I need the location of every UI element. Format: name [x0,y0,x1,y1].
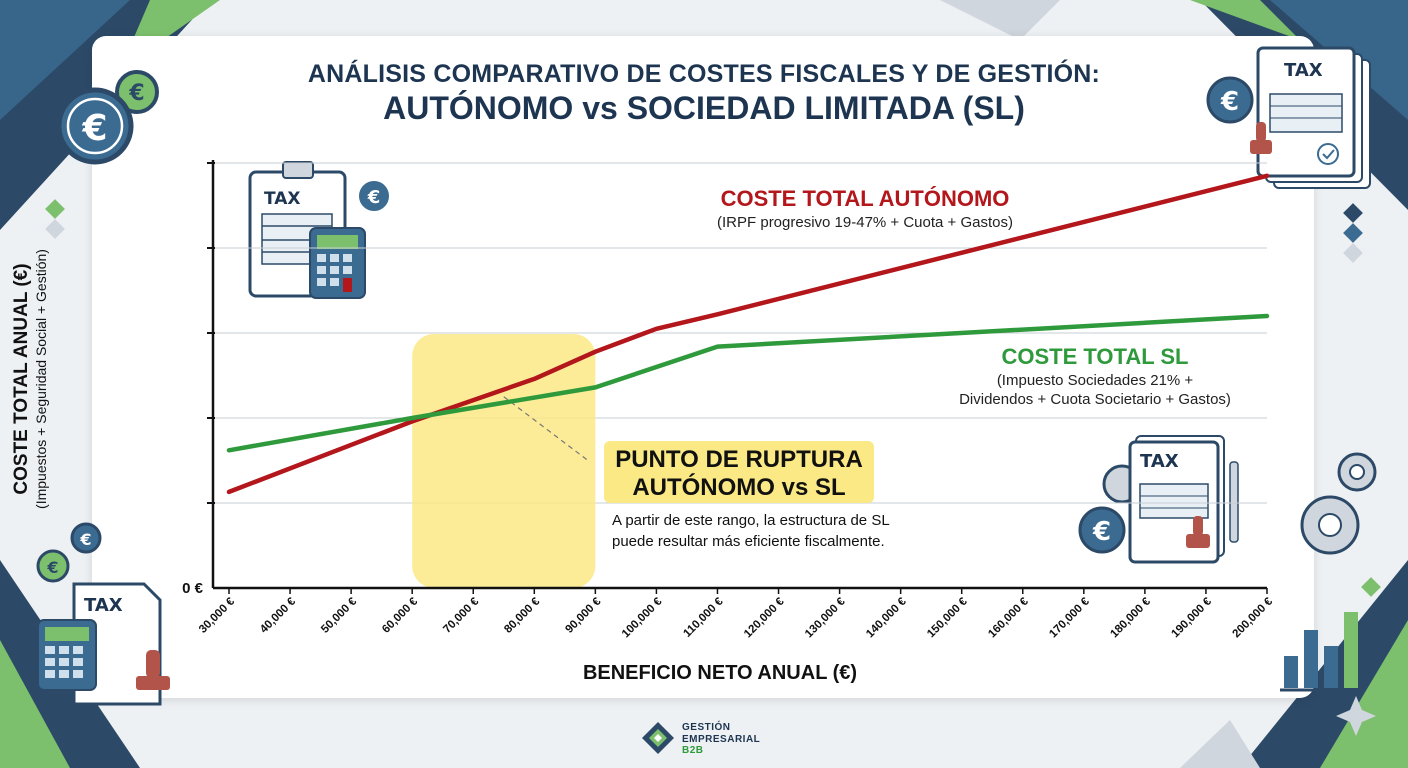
tax-gears-icon: TAX € [1078,435,1377,564]
x-tick-label: 120,000 € [742,595,787,640]
chart-gridlines [207,162,1267,504]
svg-text:€: € [1092,517,1111,547]
x-tick-label: 50,000 € [319,595,360,636]
footer-line-2: EMPRESARIAL [682,733,761,745]
x-tick-label: 150,000 € [925,595,970,640]
y-axis-subtitle: (Impuestos + Seguridad Social + Gestión) [33,249,49,509]
chart-axes [211,160,1268,594]
tax-calculator-icon: TAX € [248,161,391,299]
svg-text:€: € [367,187,381,208]
x-tick-label: 190,000 € [1169,595,1214,640]
x-tick-label: 170,000 € [1047,595,1092,640]
y-axis-title: COSTE TOTAL ANUAL (€) [11,263,32,495]
breakpoint-title-1: PUNTO DE RUPTURA [615,446,863,473]
footer-line-3: B2B [682,745,704,756]
svg-text:€: € [46,558,58,577]
sl-series-note-2: Dividendos + Cuota Societario + Gastos) [959,391,1231,408]
sl-series-note-1: (Impuesto Sociedades 21% + [996,372,1194,389]
x-tick-label: 40,000 € [258,595,299,636]
svg-text:€: € [128,81,144,106]
autonomo-series-label: COSTE TOTAL AUTÓNOMO [720,186,1010,211]
footer-line-1: GESTIÓN [682,722,731,733]
x-tick-label: 160,000 € [986,595,1031,640]
svg-text:€: € [81,108,107,149]
x-tick-label: 60,000 € [380,595,421,636]
footer-logo: GESTIÓN EMPRESARIAL B2B [640,720,760,760]
breakpoint-title-2: AUTÓNOMO vs SL [632,474,846,501]
svg-text:TAX: TAX [84,595,123,616]
y-zero-label: 0 € [182,580,204,597]
breakpoint-label-box [604,441,874,503]
x-tick-label: 200,000 € [1230,595,1275,640]
x-tick-label: 130,000 € [803,595,848,640]
breakpoint-pointer-line [503,396,591,463]
svg-text:€: € [1220,87,1239,117]
x-tick-label: 100,000 € [620,595,665,640]
title-line-2: AUTÓNOMO vs SOCIEDAD LIMITADA (SL) [383,90,1025,126]
svg-text:€: € [79,530,91,549]
x-tick-label: 180,000 € [1108,595,1153,640]
x-axis-label: BENEFICIO NETO ANUAL (€) [582,662,858,684]
x-tick-label: 80,000 € [502,595,543,636]
tax-document-calculator-icon: € € TAX [36,522,170,706]
breakpoint-description: A partir de este rango, la estructura de… [612,512,890,550]
bar-chart-icon [1280,612,1376,736]
series-line-0 [226,173,1270,495]
sl-series-label: COSTE TOTAL SL [1001,344,1189,369]
series-lines [226,173,1270,495]
autonomo-series-note: (IRPF progresivo 19-47% + Cuota + Gastos… [717,214,1013,231]
x-tick-labels: 30,000 € 40,000 € 50,000 € 60,000 € 70,000 €… [197,595,1276,640]
x-tick-label: 30,000 € [197,595,238,636]
x-tick-label: 110,000 € [681,595,726,640]
x-tick-label: 140,000 € [864,595,909,640]
company-logo-icon [642,722,674,754]
y-axis-label: COSTE TOTAL ANUAL (€) (Impuestos + Segur… [11,229,49,529]
tax-document-icon: TAX € [1206,46,1371,189]
euro-coins-icon: € € [56,70,159,165]
series-line-1 [226,313,1270,453]
svg-text:TAX: TAX [264,189,301,209]
svg-text:TAX: TAX [1284,60,1323,81]
x-tick-label: 90,000 € [563,595,604,636]
svg-text:TAX: TAX [1140,451,1179,472]
x-tick-label: 70,000 € [441,595,482,636]
breakpoint-highlight-range [412,334,596,588]
title-line-1: ANÁLISIS COMPARATIVO DE COSTES FISCALES … [307,60,1101,88]
